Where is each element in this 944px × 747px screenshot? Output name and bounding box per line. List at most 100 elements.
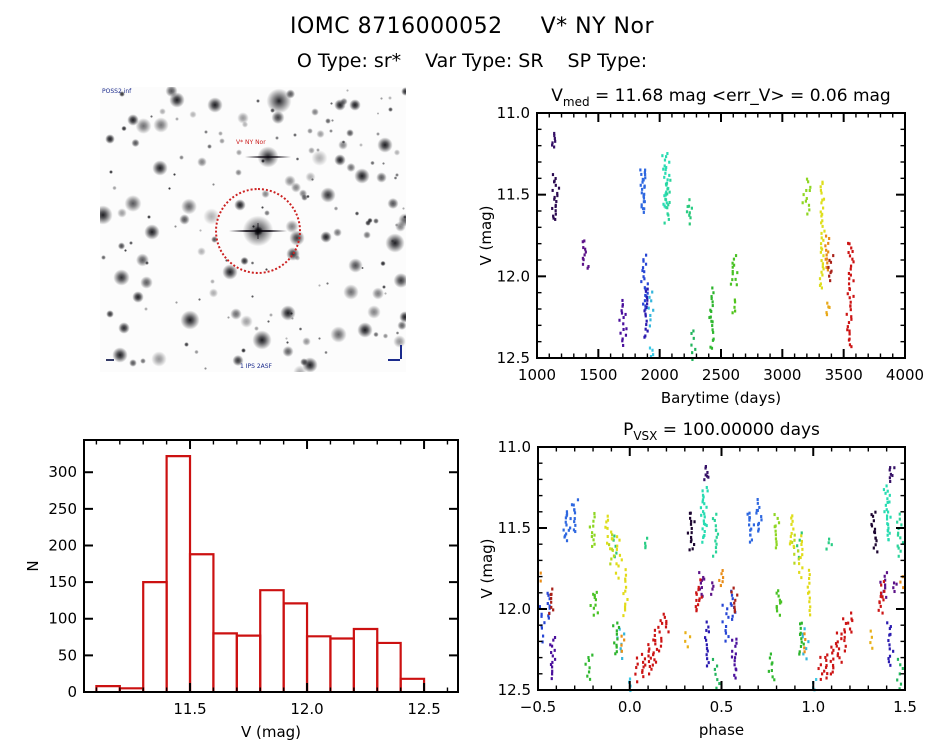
- data-point: [802, 652, 805, 656]
- data-point: [836, 652, 840, 656]
- data-point: [731, 649, 734, 653]
- data-point: [848, 242, 851, 246]
- data-point: [703, 512, 706, 516]
- data-point: [621, 298, 624, 302]
- data-point: [642, 275, 645, 279]
- data-point: [711, 338, 715, 342]
- data-point: [700, 592, 703, 596]
- data-point: [799, 556, 802, 560]
- histogram-bar: [212, 632, 238, 692]
- star: [324, 117, 331, 124]
- data-point: [615, 645, 618, 649]
- data-point: [593, 511, 596, 515]
- data-point: [609, 562, 612, 566]
- data-point: [771, 675, 774, 679]
- data-point: [704, 638, 708, 642]
- data-point: [667, 630, 670, 634]
- star: [129, 359, 138, 368]
- data-point: [666, 192, 669, 196]
- data-point: [709, 345, 712, 349]
- finder-chart: POSS2 inf V* NY Nor 1 IPS 2ASF: [100, 87, 406, 372]
- star: [269, 313, 273, 317]
- histogram-bar: [305, 635, 332, 692]
- data-point: [808, 609, 811, 613]
- star: [197, 157, 207, 167]
- data-point: [734, 652, 737, 656]
- data-point: [564, 520, 567, 524]
- data-point: [551, 206, 554, 210]
- data-point: [893, 466, 896, 470]
- star: [317, 337, 321, 341]
- data-point: [565, 532, 568, 536]
- data-point: [702, 536, 705, 540]
- star: [290, 182, 302, 193]
- data-point: [642, 259, 645, 263]
- star: [180, 310, 200, 330]
- data-point: [586, 674, 589, 678]
- object-type: O Type: sr*: [296, 50, 402, 72]
- data-point: [711, 517, 715, 521]
- data-point: [773, 513, 776, 517]
- survey-label: POSS2 inf: [102, 88, 132, 95]
- data-point: [606, 526, 609, 530]
- data-point: [712, 554, 715, 558]
- data-point: [888, 627, 891, 631]
- data-point: [583, 239, 586, 243]
- data-point: [821, 265, 824, 269]
- data-point: [617, 625, 621, 629]
- data-point: [847, 251, 850, 255]
- data-point: [889, 472, 892, 476]
- data-point: [805, 197, 808, 201]
- data-point: [640, 652, 644, 656]
- star: [131, 138, 140, 148]
- data-point: [689, 511, 692, 515]
- data-point: [726, 607, 729, 611]
- data-point: [621, 657, 624, 661]
- data-point: [702, 495, 705, 499]
- data-point: [665, 182, 668, 186]
- data-point: [800, 576, 803, 580]
- data-point: [620, 311, 624, 315]
- data-point: [888, 500, 891, 504]
- data-point: [641, 660, 645, 664]
- data-point: [584, 662, 587, 666]
- data-point: [705, 643, 708, 647]
- data-point: [805, 647, 808, 651]
- data-point: [647, 643, 650, 647]
- data-point: [731, 261, 734, 265]
- target-label: V* NY Nor: [236, 139, 266, 146]
- data-point: [849, 267, 852, 271]
- data-point: [555, 200, 558, 204]
- data-point: [820, 270, 823, 274]
- plot-title: Vmed = 11.68 mag <err_V> = 0.06 mag: [551, 86, 890, 109]
- data-point: [850, 630, 853, 634]
- data-point: [704, 466, 707, 470]
- data-point: [643, 309, 646, 313]
- data-point: [733, 656, 737, 660]
- star: [112, 186, 117, 191]
- data-point: [617, 576, 620, 580]
- star: [363, 231, 371, 239]
- data-point: [661, 154, 664, 158]
- data-point: [641, 207, 645, 211]
- data-point: [711, 328, 714, 332]
- data-point: [711, 304, 714, 308]
- data-point: [825, 658, 828, 662]
- data-point: [586, 266, 589, 270]
- data-point: [803, 646, 806, 650]
- star: [298, 327, 303, 331]
- data-point: [724, 625, 728, 629]
- data-point: [625, 327, 628, 331]
- data-point: [615, 643, 618, 647]
- data-point: [563, 535, 566, 539]
- data-point: [852, 294, 855, 298]
- data-point: [792, 527, 795, 531]
- data-point: [870, 635, 873, 639]
- data-point: [554, 177, 557, 181]
- data-point: [613, 641, 616, 645]
- data-point: [642, 665, 645, 669]
- diffraction-spike: [245, 156, 291, 158]
- data-point: [641, 180, 644, 184]
- data-point: [845, 312, 848, 316]
- data-point: [799, 644, 803, 648]
